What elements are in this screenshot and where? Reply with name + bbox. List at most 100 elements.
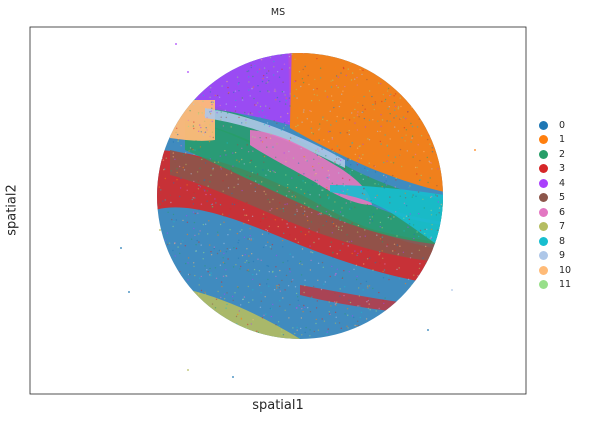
scatter-point [351, 169, 353, 172]
scatter-point [172, 152, 174, 154]
scatter-point [200, 289, 203, 292]
scatter-point [233, 91, 235, 94]
scatter-point [172, 156, 174, 158]
scatter-point [234, 102, 237, 104]
scatter-point [237, 287, 239, 289]
scatter-point [273, 66, 275, 68]
scatter-point [282, 207, 284, 210]
scatter-point [212, 101, 214, 104]
scatter-point [335, 120, 338, 122]
scatter-point [302, 111, 305, 113]
scatter-point [381, 241, 384, 243]
scatter-point [322, 224, 324, 227]
scatter-point [199, 104, 201, 106]
scatter-point [256, 330, 258, 332]
scatter-point [222, 190, 224, 192]
scatter-point [368, 90, 371, 92]
scatter-point [201, 112, 203, 114]
scatter-point [197, 113, 200, 115]
scatter-point [367, 249, 369, 251]
scatter-point [300, 231, 302, 233]
scatter-point [261, 317, 264, 319]
scatter-point [262, 155, 265, 157]
scatter-point [199, 186, 201, 188]
scatter-point [294, 332, 296, 335]
scatter-point [265, 228, 267, 231]
scatter-point [325, 210, 328, 213]
scatter-point [356, 147, 359, 149]
scatter-point [331, 265, 333, 268]
scatter-point [335, 155, 337, 157]
scatter-point [351, 72, 354, 74]
scatter-point [395, 177, 397, 179]
scatter-point [176, 179, 178, 181]
scatter-point [174, 255, 176, 257]
scatter-point [379, 262, 381, 264]
scatter-point [284, 203, 286, 206]
scatter-point [247, 151, 250, 153]
scatter-point [197, 188, 200, 190]
scatter-point [162, 159, 165, 161]
scatter-point [304, 285, 306, 287]
scatter-point [398, 277, 401, 280]
scatter-point [205, 127, 207, 129]
scatter-point [234, 104, 236, 106]
scatter-point [431, 195, 433, 198]
scatter-point [281, 68, 283, 71]
scatter-point [194, 212, 196, 215]
scatter-point [297, 296, 299, 298]
legend-label: 11 [559, 279, 572, 291]
scatter-point [381, 185, 383, 188]
scatter-point [254, 65, 256, 67]
scatter-point [232, 165, 234, 167]
scatter-point [288, 140, 291, 142]
scatter-point [385, 184, 388, 186]
scatter-point [187, 257, 190, 259]
scatter-point [437, 201, 439, 203]
scatter-point [248, 301, 250, 304]
scatter-point [360, 173, 362, 175]
scatter-point [381, 100, 383, 103]
scatter-point [350, 62, 352, 64]
scatter-point [341, 277, 344, 280]
scatter-point [308, 227, 310, 230]
scatter-point [342, 215, 344, 217]
scatter-point [363, 263, 365, 265]
scatter-point [265, 105, 267, 107]
scatter-point [243, 296, 246, 298]
scatter-point [277, 225, 279, 228]
stray-point [232, 376, 234, 378]
scatter-point [351, 252, 353, 255]
scatter-point [267, 198, 269, 201]
scatter-point [279, 202, 281, 204]
scatter-point [354, 153, 356, 156]
scatter-point [394, 186, 396, 188]
scatter-point [309, 245, 311, 247]
scatter-point [302, 68, 304, 71]
scatter-point [362, 289, 364, 291]
scatter-point [284, 124, 287, 127]
scatter-point [386, 120, 388, 122]
scatter-point [304, 331, 306, 334]
scatter-point [343, 270, 345, 272]
scatter-point [340, 132, 342, 134]
scatter-point [417, 275, 419, 277]
scatter-point [398, 267, 400, 269]
scatter-point [380, 125, 382, 128]
scatter-point [261, 141, 264, 143]
scatter-point [287, 226, 289, 229]
stray-point [474, 149, 476, 151]
scatter-point [206, 190, 208, 192]
scatter-point [318, 230, 320, 232]
scatter-point [172, 225, 174, 228]
y-axis-label-container: spatial2 [0, 160, 24, 260]
scatter-point [215, 298, 218, 300]
scatter-point [322, 213, 324, 216]
scatter-point [209, 91, 212, 93]
scatter-point [381, 236, 384, 238]
scatter-point [260, 59, 263, 61]
legend-item: 5 [539, 191, 571, 206]
scatter-point [360, 311, 363, 314]
scatter-point [301, 248, 304, 250]
scatter-point [251, 113, 253, 115]
